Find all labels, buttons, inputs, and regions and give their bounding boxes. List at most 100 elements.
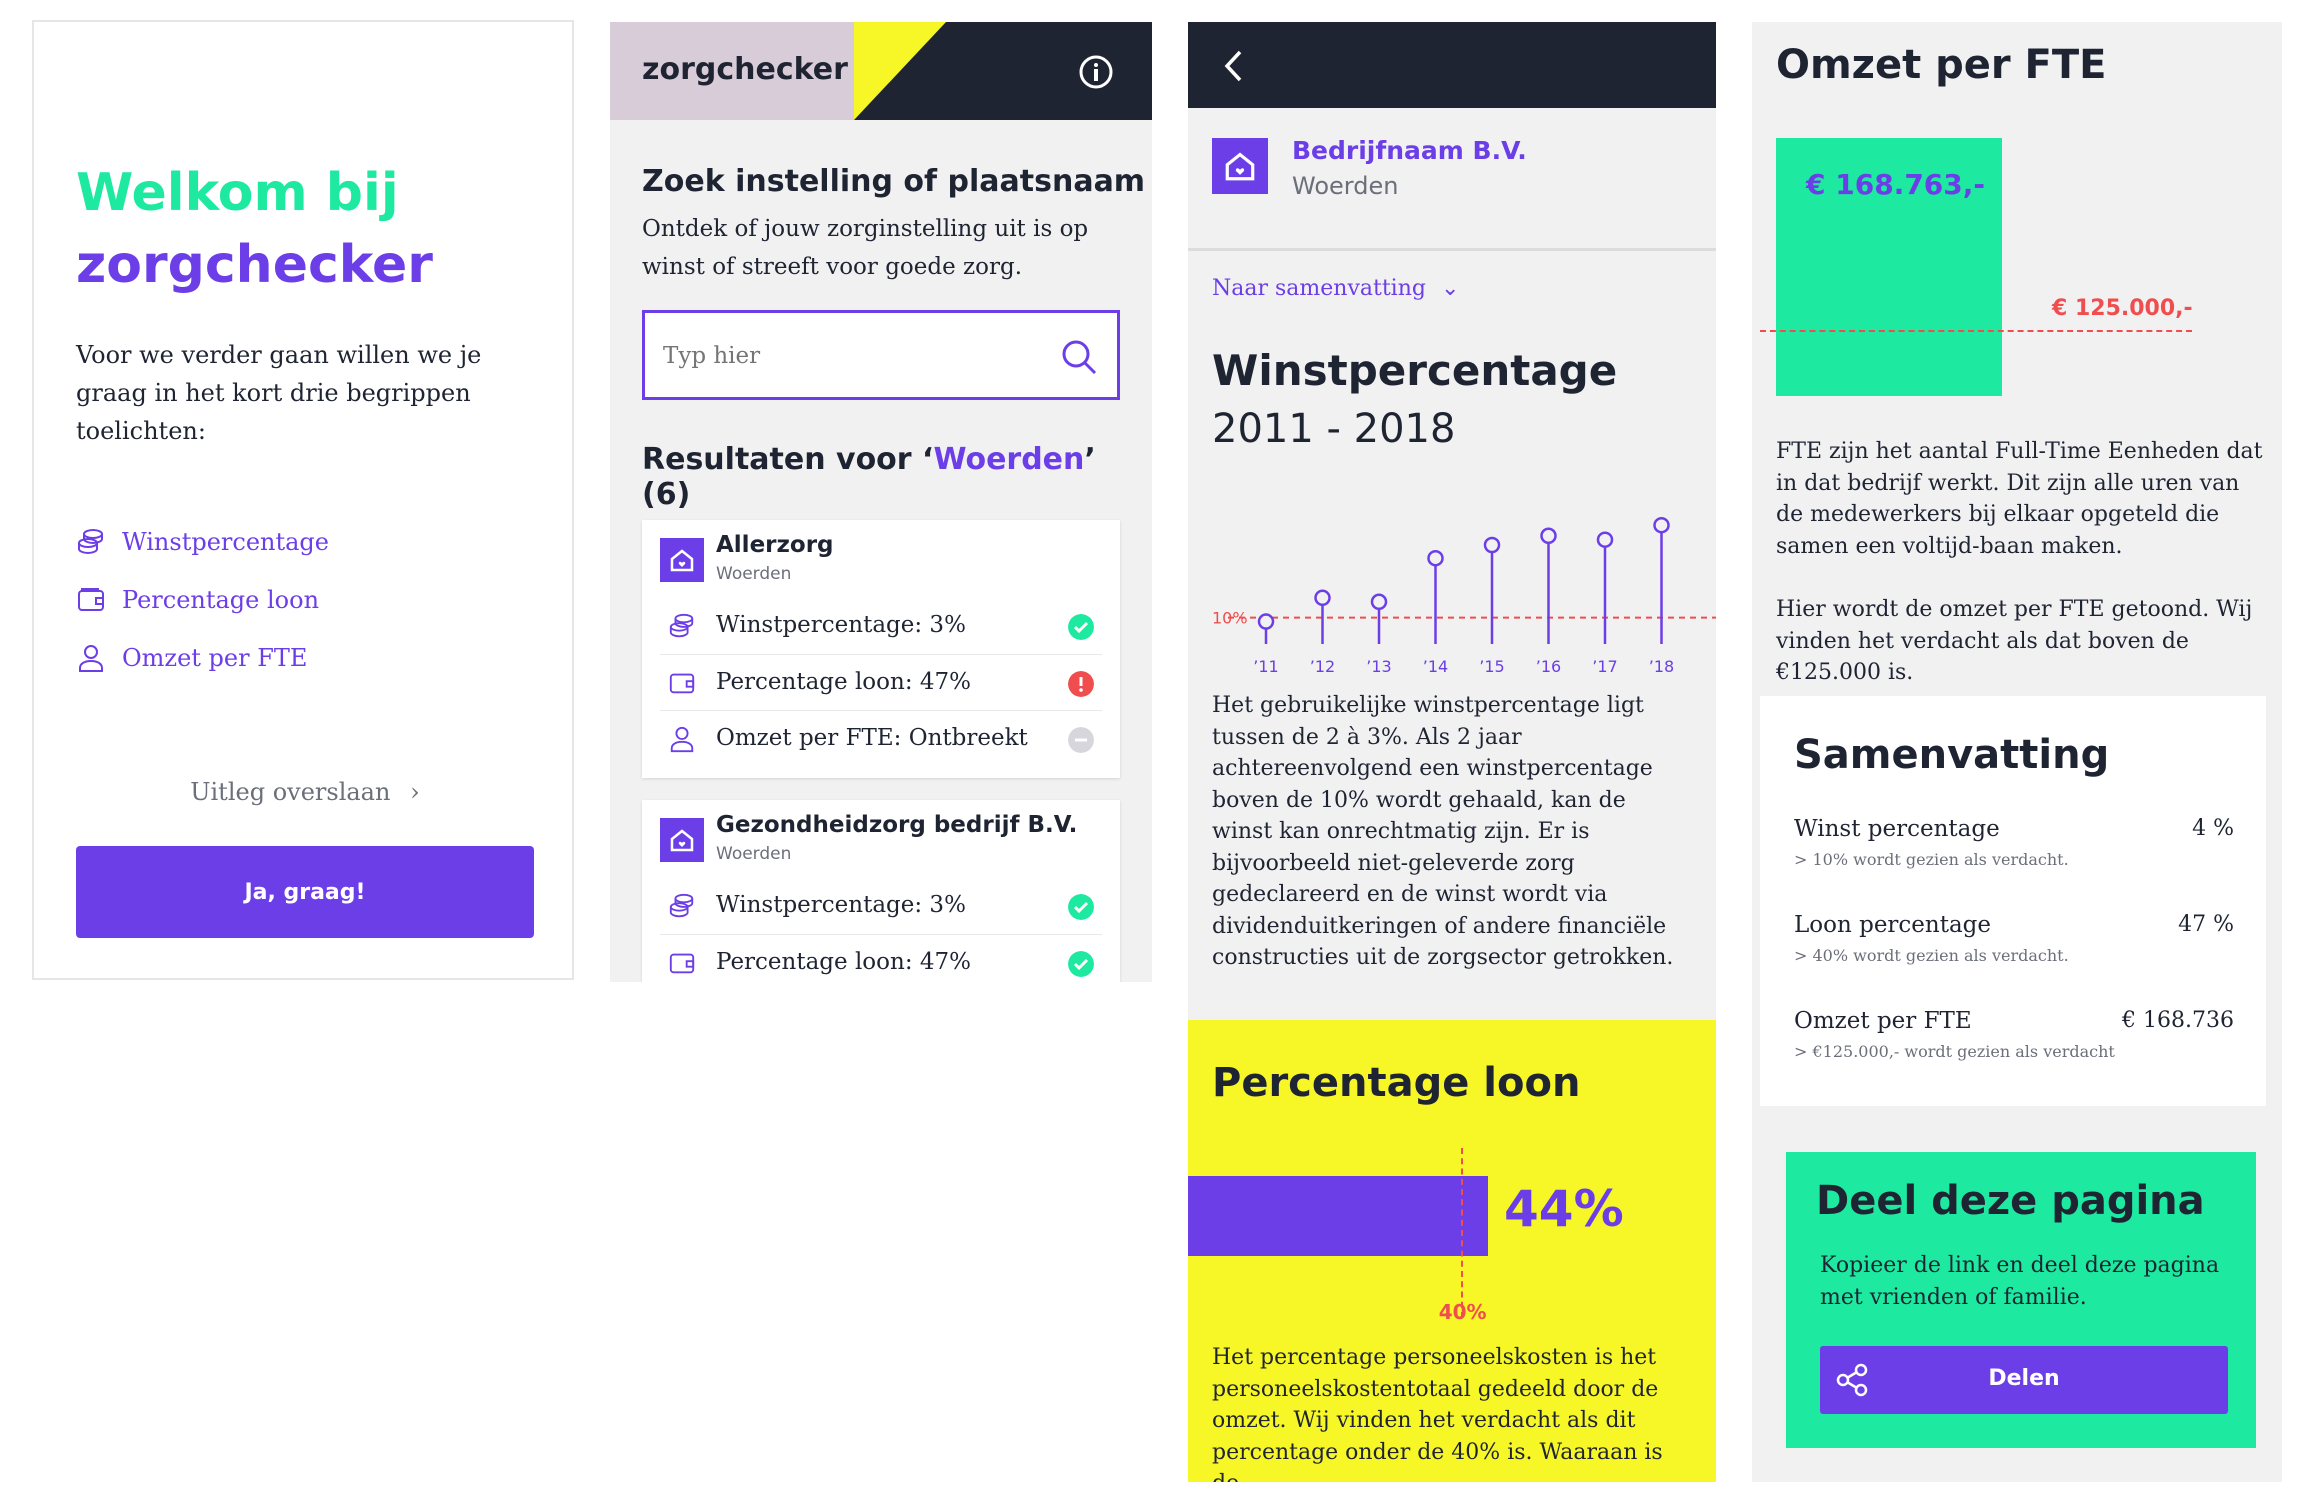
alert-circle-icon	[1068, 671, 1094, 697]
app-header: zorgchecker	[610, 22, 1152, 120]
welcome-screen: Welkom bij zorgchecker Voor we verder ga…	[32, 20, 574, 980]
wallet-icon	[78, 588, 104, 611]
result-card[interactable]: Allerzorg Woerden Winstpercentage: 3% Pe…	[642, 520, 1120, 778]
summary-link-label: Naar samenvatting	[1212, 276, 1426, 301]
result-card[interactable]: Gezondheidzorg bedrijf B.V. Woerden Wins…	[642, 800, 1120, 982]
fte-value: € 168.763,-	[1806, 168, 1986, 201]
concept-item-percentage-loon[interactable]: Percentage loon	[76, 580, 319, 620]
check-circle-icon	[1068, 951, 1094, 977]
confirm-button[interactable]: Ja, graag!	[76, 846, 534, 938]
summary-screen: Omzet per FTE € 168.763,- € 125.000,- FT…	[1752, 22, 2282, 1482]
summary-note: > €125.000,- wordt gezien als verdacht	[1794, 1042, 2115, 1061]
coins-icon	[669, 613, 694, 638]
search-icon[interactable]	[1059, 337, 1099, 377]
results-query: Woerden	[933, 442, 1085, 477]
concept-label: Omzet per FTE	[122, 644, 308, 672]
coins-icon	[669, 893, 694, 918]
detail-screen: Bedrijfnaam B.V. Woerden Naar samenvatti…	[1188, 22, 1716, 1482]
summary-link[interactable]: Naar samenvatting ⌄	[1212, 276, 1459, 301]
search-input[interactable]	[661, 335, 1045, 377]
fte-title: Omzet per FTE	[1776, 42, 2107, 88]
chevron-down-icon: ⌄	[1440, 276, 1460, 301]
lollipop-point	[1653, 516, 1670, 534]
brand-block[interactable]: zorgchecker	[610, 22, 854, 120]
summary-value: 47 %	[2178, 912, 2234, 937]
winst-paragraph: Het gebruikelijke winstpercentage ligt t…	[1212, 693, 1674, 970]
person-icon	[670, 726, 694, 753]
search-field[interactable]	[642, 310, 1120, 400]
metric-label: Winstpercentage: 3%	[716, 612, 966, 638]
result-place: Woerden	[716, 564, 792, 584]
loon-paragraph: Het percentage personeelskosten is het p…	[1212, 1345, 1663, 1482]
fte-threshold-line	[1760, 330, 2192, 332]
concept-item-omzet-per-fte[interactable]: Omzet per FTE	[76, 638, 307, 678]
fte-threshold-label: € 125.000,-	[2052, 296, 2193, 321]
lollipop-point	[1427, 549, 1444, 567]
welcome-intro: Voor we verder gaan willen we je graag i…	[76, 341, 482, 445]
share-button[interactable]: Delen	[1820, 1346, 2228, 1414]
result-name: Gezondheidzorg bedrijf B.V.	[716, 812, 1078, 838]
chevron-right-icon: ›	[410, 778, 420, 806]
results-suffix: ’ (6)	[642, 442, 1096, 512]
year-tick-label: ’15	[1479, 657, 1504, 676]
summary-note: > 10% wordt gezien als verdacht.	[1794, 850, 2069, 869]
back-arrow-icon[interactable]	[1222, 48, 1246, 84]
fte-paragraph-1: FTE zijn het aantal Full-Time Eenheden d…	[1776, 439, 2263, 559]
loon-value: 44%	[1504, 1180, 1624, 1238]
skip-link[interactable]: Uitleg overslaan ›	[34, 778, 572, 806]
search-heading: Zoek instelling of plaatsnaam	[642, 164, 1146, 199]
winst-chart: 10% ’11 ’12 ’13 ’14 ’15 ’16 ’17 ’18	[1212, 516, 1716, 676]
lollipop-point	[1483, 536, 1501, 554]
year-tick-label: ’17	[1592, 657, 1617, 676]
info-icon[interactable]	[1078, 54, 1114, 90]
results-heading: Resultaten voor ‘Woerden’ (6)	[642, 442, 1152, 512]
concept-item-winstpercentage[interactable]: Winstpercentage	[76, 522, 329, 562]
metric-label: Winstpercentage: 3%	[716, 892, 966, 918]
search-subtitle: Ontdek of jouw zorginstelling uit is op …	[642, 216, 1089, 280]
summary-label: Loon percentage	[1794, 912, 1992, 938]
wallet-icon	[669, 953, 695, 974]
company-header: Bedrijfnaam B.V. Woerden	[1188, 108, 1716, 251]
concept-label: Winstpercentage	[122, 528, 329, 556]
metric-row: Winstpercentage: 3%	[660, 598, 1102, 654]
lollipop-point	[1540, 527, 1557, 545]
metric-row: Omzet per FTE: Ontbreekt	[660, 710, 1102, 767]
share-description: Kopieer de link en deel deze pagina met …	[1820, 1253, 2220, 1310]
check-circle-icon	[1068, 894, 1094, 920]
share-button-label: Delen	[1988, 1366, 2060, 1391]
winst-title: Winstpercentage	[1212, 346, 1618, 395]
house-icon	[660, 818, 704, 862]
loon-threshold-line	[1460, 1148, 1463, 1318]
summary-value: 4 %	[2192, 816, 2234, 841]
metric-row: Winstpercentage: 3%	[660, 878, 1102, 934]
summary-panel: Samenvatting Winst percentage 4 % > 10% …	[1760, 696, 2266, 1106]
detail-header	[1188, 22, 1716, 108]
summary-label: Winst percentage	[1794, 816, 2000, 842]
results-prefix: Resultaten voor ‘	[642, 442, 934, 477]
company-name: Bedrijfnaam B.V.	[1292, 136, 1527, 165]
metric-label: Percentage loon: 47%	[716, 949, 971, 975]
house-icon	[660, 538, 704, 582]
lollipop-point	[1314, 589, 1331, 607]
year-tick-label: ’16	[1536, 657, 1561, 676]
check-circle-icon	[1068, 614, 1094, 640]
summary-value: € 168.736	[2122, 1008, 2234, 1033]
person-icon	[79, 645, 103, 672]
threshold-label: 10%	[1212, 609, 1248, 628]
loon-title: Percentage loon	[1212, 1060, 1581, 1106]
welcome-title-line1: Welkom bij	[76, 163, 399, 223]
share-icon	[1836, 1363, 1868, 1397]
wallet-icon	[669, 673, 695, 694]
brand-logo-text: zorgchecker	[642, 52, 848, 87]
year-tick-label: ’14	[1423, 657, 1448, 676]
metric-row: Percentage loon: 47%	[660, 654, 1102, 711]
year-tick-label: ’13	[1366, 657, 1391, 676]
loon-threshold-label: 40%	[1438, 1300, 1487, 1324]
concept-label: Percentage loon	[122, 586, 320, 614]
year-tick-label: ’12	[1310, 657, 1335, 676]
summary-note: > 40% wordt gezien als verdacht.	[1794, 946, 2069, 965]
welcome-title-line2: zorgchecker	[76, 235, 433, 295]
company-place: Woerden	[1292, 172, 1399, 200]
coins-icon	[78, 529, 103, 555]
header-accent	[854, 22, 946, 120]
